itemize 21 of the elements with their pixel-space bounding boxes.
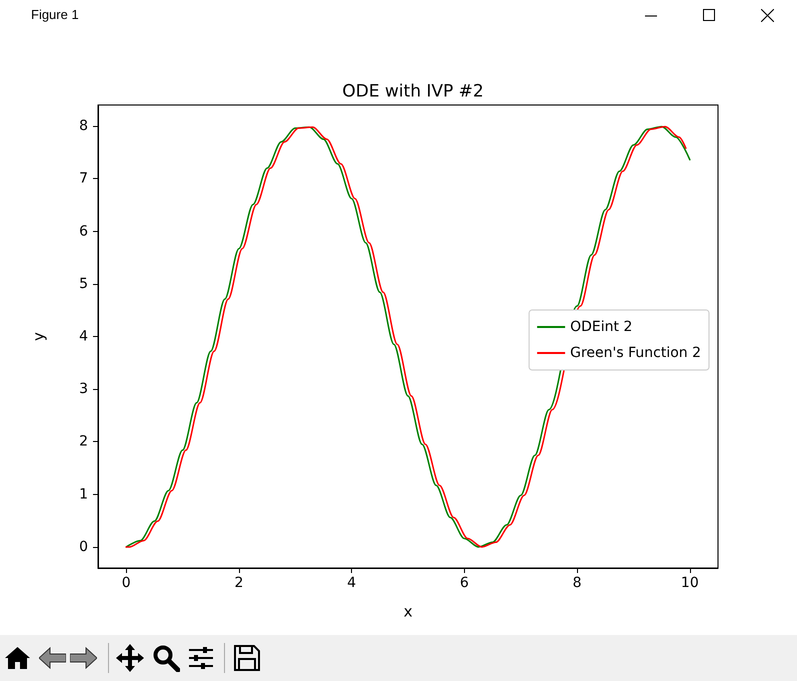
y-tick-label: 7 — [79, 170, 88, 187]
x-tick-label: 8 — [572, 575, 582, 591]
x-tick-label: 6 — [460, 575, 469, 591]
y-tick-label: 1 — [79, 486, 88, 502]
y-tick-label: 4 — [79, 328, 88, 344]
chart-title: ODE with IVP #2 — [342, 82, 484, 102]
x-tick-label: 4 — [347, 575, 356, 591]
y-tick-label: 2 — [79, 434, 88, 450]
x-tick-label: 2 — [234, 575, 244, 591]
y-tick-label: 0 — [79, 538, 88, 555]
x-tick-label: 10 — [680, 575, 699, 591]
y-axis-title: y — [30, 332, 48, 341]
legend-label: ODEint 2 — [570, 319, 632, 335]
y-tick-label: 6 — [79, 223, 88, 240]
y-tick-label: 3 — [79, 381, 88, 398]
caption: Figure 1 — [31, 7, 79, 22]
y-tick-label: 5 — [79, 276, 88, 292]
x-tick-label: 0 — [122, 575, 131, 591]
legend-label: Green's Function 2 — [570, 345, 702, 361]
y-tick-label: 8 — [79, 118, 88, 134]
x-axis-title: x — [404, 602, 413, 620]
